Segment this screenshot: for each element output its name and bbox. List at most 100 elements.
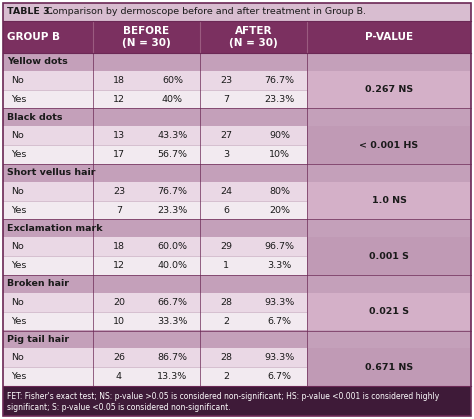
- Text: 17: 17: [113, 150, 125, 159]
- Bar: [3, 256, 93, 275]
- Bar: [93, 237, 145, 256]
- Text: 33.3%: 33.3%: [157, 316, 188, 326]
- Text: Yes: Yes: [11, 261, 27, 270]
- Bar: [145, 70, 200, 90]
- Bar: [307, 292, 471, 331]
- Text: 23: 23: [220, 75, 232, 85]
- Bar: [145, 126, 200, 145]
- Text: Yes: Yes: [11, 95, 27, 103]
- Text: 23.3%: 23.3%: [264, 95, 295, 103]
- Bar: [145, 90, 200, 109]
- Text: FET: Fisher's exact test; NS: p-value >0.05 is considered non-significant; HS: p: FET: Fisher's exact test; NS: p-value >0…: [7, 392, 439, 401]
- Bar: [252, 126, 307, 145]
- Text: 0.001 S: 0.001 S: [369, 251, 409, 261]
- Bar: [93, 348, 145, 367]
- Bar: [145, 367, 200, 386]
- Bar: [200, 367, 252, 386]
- Bar: [307, 70, 471, 109]
- Bar: [145, 237, 200, 256]
- Text: 28: 28: [220, 353, 232, 362]
- Bar: [3, 126, 93, 145]
- Text: Pig tail hair: Pig tail hair: [7, 335, 69, 344]
- Bar: [145, 181, 200, 201]
- Text: Yes: Yes: [11, 150, 27, 159]
- Bar: [307, 181, 471, 220]
- Text: 3.3%: 3.3%: [267, 261, 292, 270]
- Bar: [3, 201, 93, 220]
- Bar: [252, 292, 307, 312]
- Bar: [200, 145, 252, 164]
- Text: 10: 10: [113, 316, 125, 326]
- Text: 93.3%: 93.3%: [264, 297, 295, 307]
- Text: AFTER
(N = 30): AFTER (N = 30): [229, 26, 278, 49]
- Bar: [252, 348, 307, 367]
- Text: 60%: 60%: [162, 75, 183, 85]
- Text: 13: 13: [113, 131, 125, 140]
- Text: 23.3%: 23.3%: [157, 206, 188, 215]
- Bar: [200, 237, 252, 256]
- Bar: [200, 90, 252, 109]
- Text: TABLE 3.: TABLE 3.: [7, 8, 54, 16]
- Text: No: No: [11, 75, 24, 85]
- Bar: [3, 292, 93, 312]
- Text: Short vellus hair: Short vellus hair: [7, 168, 95, 177]
- Text: No: No: [11, 297, 24, 307]
- Bar: [3, 331, 471, 348]
- Text: 1.0 NS: 1.0 NS: [372, 196, 406, 205]
- Bar: [200, 201, 252, 220]
- Bar: [93, 70, 145, 90]
- Text: 40.0%: 40.0%: [157, 261, 188, 270]
- Bar: [3, 237, 93, 256]
- Text: 90%: 90%: [269, 131, 290, 140]
- Bar: [93, 90, 145, 109]
- Text: 7: 7: [116, 206, 122, 215]
- Bar: [252, 70, 307, 90]
- Text: 93.3%: 93.3%: [264, 353, 295, 362]
- Text: BEFORE
(N = 30): BEFORE (N = 30): [122, 26, 171, 49]
- Bar: [252, 367, 307, 386]
- Bar: [200, 126, 252, 145]
- Text: Exclamation mark: Exclamation mark: [7, 224, 103, 233]
- Bar: [307, 348, 471, 386]
- Text: 10%: 10%: [269, 150, 290, 159]
- Text: 40%: 40%: [162, 95, 183, 103]
- Bar: [3, 275, 471, 292]
- Bar: [200, 312, 252, 331]
- Bar: [252, 256, 307, 275]
- Bar: [252, 90, 307, 109]
- Bar: [3, 3, 471, 21]
- Text: No: No: [11, 242, 24, 251]
- Text: 76.7%: 76.7%: [157, 186, 188, 196]
- Bar: [252, 237, 307, 256]
- Bar: [3, 164, 471, 181]
- Text: 43.3%: 43.3%: [157, 131, 188, 140]
- Bar: [3, 220, 471, 237]
- Bar: [200, 256, 252, 275]
- Text: 12: 12: [113, 261, 125, 270]
- Bar: [200, 181, 252, 201]
- Bar: [3, 70, 93, 90]
- Bar: [3, 53, 471, 70]
- Text: 20: 20: [113, 297, 125, 307]
- Text: No: No: [11, 353, 24, 362]
- Text: 2: 2: [223, 372, 229, 381]
- Text: 13.3%: 13.3%: [157, 372, 188, 381]
- Bar: [145, 292, 200, 312]
- Bar: [93, 126, 145, 145]
- Bar: [3, 90, 93, 109]
- Text: 3: 3: [223, 150, 229, 159]
- Text: 66.7%: 66.7%: [157, 297, 188, 307]
- Text: 4: 4: [116, 372, 122, 381]
- Text: 26: 26: [113, 353, 125, 362]
- Text: 56.7%: 56.7%: [157, 150, 188, 159]
- Text: No: No: [11, 131, 24, 140]
- Text: No: No: [11, 186, 24, 196]
- Bar: [93, 256, 145, 275]
- Bar: [145, 348, 200, 367]
- Text: 80%: 80%: [269, 186, 290, 196]
- Text: 96.7%: 96.7%: [264, 242, 294, 251]
- Text: significant; S: p-value <0.05 is considered non-significant.: significant; S: p-value <0.05 is conside…: [7, 403, 231, 412]
- Bar: [200, 348, 252, 367]
- Text: 29: 29: [220, 242, 232, 251]
- Bar: [3, 312, 93, 331]
